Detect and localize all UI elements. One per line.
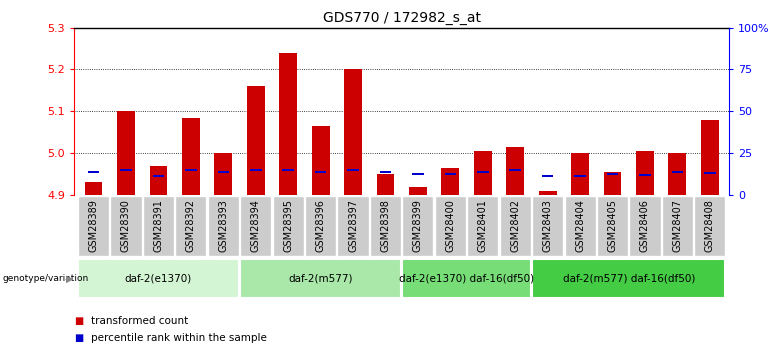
Bar: [117, 111, 135, 195]
Text: daf-2(m577) daf-16(df50): daf-2(m577) daf-16(df50): [562, 274, 695, 284]
FancyBboxPatch shape: [143, 196, 174, 256]
Bar: [607, 173, 619, 175]
Bar: [636, 151, 654, 195]
FancyBboxPatch shape: [370, 196, 401, 256]
Text: genotype/variation: genotype/variation: [2, 274, 89, 283]
Bar: [282, 169, 294, 171]
Text: ■: ■: [74, 333, 83, 343]
Bar: [377, 174, 395, 195]
FancyBboxPatch shape: [78, 196, 109, 256]
Bar: [445, 173, 456, 175]
FancyBboxPatch shape: [694, 196, 725, 256]
Text: GSM28396: GSM28396: [316, 199, 325, 253]
Text: daf-2(e1370): daf-2(e1370): [125, 274, 192, 284]
FancyBboxPatch shape: [78, 259, 239, 298]
Bar: [246, 86, 264, 195]
Bar: [668, 153, 686, 195]
FancyBboxPatch shape: [111, 196, 141, 256]
Bar: [701, 120, 718, 195]
Text: GSM28398: GSM28398: [381, 199, 391, 253]
FancyBboxPatch shape: [532, 259, 725, 298]
Text: GSM28400: GSM28400: [445, 199, 456, 253]
FancyBboxPatch shape: [338, 196, 369, 256]
FancyBboxPatch shape: [662, 196, 693, 256]
Bar: [380, 171, 392, 173]
FancyBboxPatch shape: [176, 196, 207, 256]
Text: GSM28392: GSM28392: [186, 199, 196, 253]
Bar: [412, 173, 424, 175]
Bar: [477, 171, 488, 173]
FancyBboxPatch shape: [305, 196, 336, 256]
Bar: [182, 118, 200, 195]
Bar: [312, 126, 329, 195]
Bar: [120, 169, 132, 171]
Bar: [542, 175, 554, 177]
Title: GDS770 / 172982_s_at: GDS770 / 172982_s_at: [323, 11, 480, 25]
FancyBboxPatch shape: [240, 259, 401, 298]
Bar: [88, 171, 99, 173]
Bar: [344, 69, 362, 195]
Text: GSM28389: GSM28389: [89, 199, 98, 253]
Text: GSM28403: GSM28403: [543, 199, 553, 253]
Text: GSM28399: GSM28399: [413, 199, 423, 253]
Text: GSM28390: GSM28390: [121, 199, 131, 253]
Bar: [315, 171, 326, 173]
Bar: [509, 169, 521, 171]
Text: GSM28408: GSM28408: [705, 199, 714, 253]
Text: GSM28401: GSM28401: [478, 199, 488, 253]
Bar: [604, 172, 622, 195]
Bar: [250, 169, 261, 171]
Bar: [574, 175, 586, 177]
Text: GSM28391: GSM28391: [154, 199, 164, 253]
Text: ▶: ▶: [66, 274, 74, 284]
FancyBboxPatch shape: [532, 196, 563, 256]
Text: GSM28405: GSM28405: [608, 199, 618, 253]
FancyBboxPatch shape: [272, 196, 303, 256]
Text: daf-2(e1370) daf-16(df50): daf-2(e1370) daf-16(df50): [399, 274, 534, 284]
Text: GSM28404: GSM28404: [575, 199, 585, 253]
Bar: [150, 166, 168, 195]
Bar: [441, 168, 459, 195]
Bar: [409, 187, 427, 195]
FancyBboxPatch shape: [402, 259, 531, 298]
FancyBboxPatch shape: [467, 196, 498, 256]
FancyBboxPatch shape: [434, 196, 466, 256]
Bar: [474, 151, 491, 195]
Bar: [215, 153, 232, 195]
Bar: [279, 53, 297, 195]
Bar: [85, 183, 102, 195]
Text: daf-2(m577): daf-2(m577): [289, 274, 353, 284]
Bar: [185, 169, 197, 171]
FancyBboxPatch shape: [629, 196, 661, 256]
FancyBboxPatch shape: [402, 196, 434, 256]
FancyBboxPatch shape: [500, 196, 531, 256]
FancyBboxPatch shape: [597, 196, 628, 256]
Bar: [539, 191, 557, 195]
Text: GSM28406: GSM28406: [640, 199, 650, 253]
Bar: [672, 171, 683, 173]
Bar: [153, 175, 165, 177]
Bar: [218, 171, 229, 173]
Bar: [571, 153, 589, 195]
Bar: [704, 172, 715, 174]
Text: GSM28395: GSM28395: [283, 199, 293, 253]
Text: ■: ■: [74, 316, 83, 326]
Bar: [639, 174, 651, 176]
Text: transformed count: transformed count: [91, 316, 189, 326]
Bar: [506, 147, 524, 195]
FancyBboxPatch shape: [207, 196, 239, 256]
FancyBboxPatch shape: [565, 196, 596, 256]
Text: GSM28407: GSM28407: [672, 199, 682, 253]
Text: GSM28393: GSM28393: [218, 199, 229, 253]
Text: GSM28402: GSM28402: [510, 199, 520, 253]
Text: GSM28397: GSM28397: [348, 199, 358, 253]
Bar: [347, 169, 359, 171]
FancyBboxPatch shape: [240, 196, 271, 256]
Text: percentile rank within the sample: percentile rank within the sample: [91, 333, 267, 343]
Text: GSM28394: GSM28394: [250, 199, 261, 253]
